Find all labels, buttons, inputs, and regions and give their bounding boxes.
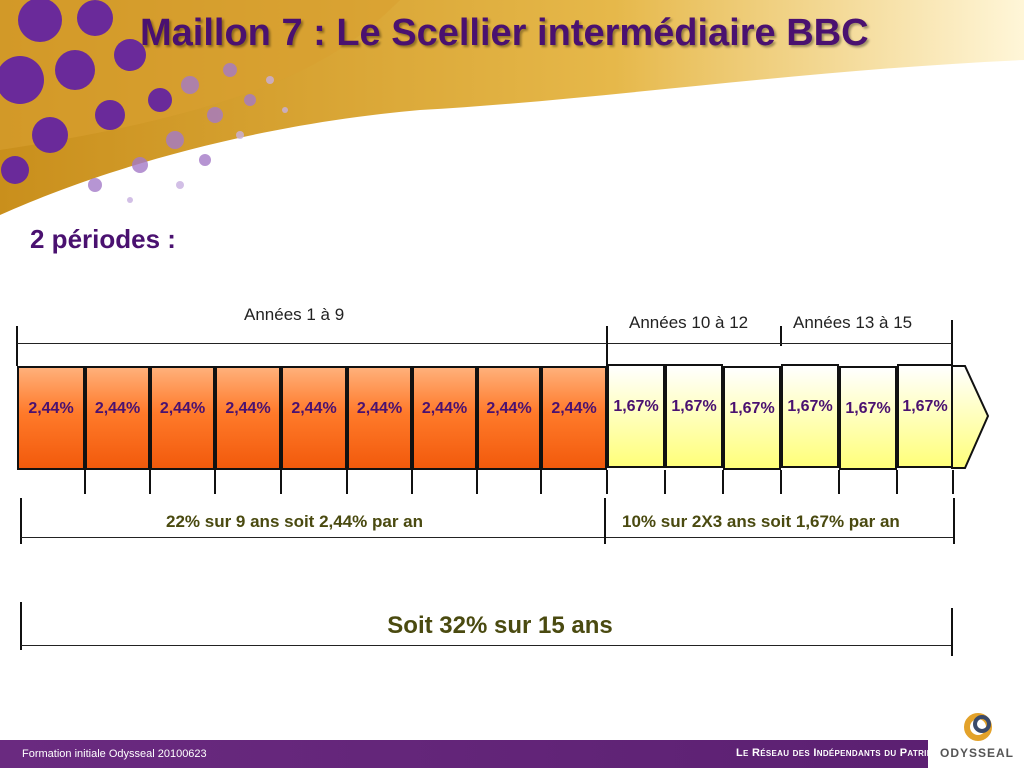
periods-heading: 2 périodes : xyxy=(30,224,176,254)
rate-box-year-9: 2,44% xyxy=(541,366,607,470)
tick xyxy=(780,470,782,494)
rate-box-year-15: 1,67% xyxy=(897,364,953,468)
summary-second-period: 10% sur 2X3 ans soit 1,67% par an xyxy=(622,512,900,531)
summary-bracket-right xyxy=(953,498,955,544)
rate-box-year-1: 2,44% xyxy=(17,366,85,470)
brand-box: ODYSSEAL xyxy=(928,740,1024,768)
slide-title: Maillon 7 : Le Scellier intermédiaire BB… xyxy=(140,12,869,54)
summary-line-2 xyxy=(606,537,953,538)
footer-tagline: Le Réseau des Indépendants du Patrimoine xyxy=(736,747,955,759)
bracket-left xyxy=(16,326,18,366)
rate-box-year-8: 2,44% xyxy=(477,366,541,470)
footer-bar: Formation initiale Odysseal 20100623 Le … xyxy=(0,740,1024,768)
total-line xyxy=(21,645,951,646)
rate-box-year-10: 1,67% xyxy=(607,364,665,468)
odysseal-logo-icon xyxy=(964,713,992,741)
tick xyxy=(664,470,666,494)
summary-line-1 xyxy=(21,537,604,538)
tick xyxy=(346,470,348,494)
summary-bracket-mid xyxy=(604,498,606,544)
timeline-arrow-head xyxy=(951,365,990,469)
tick xyxy=(280,470,282,494)
rate-box-year-3: 2,44% xyxy=(150,366,215,470)
rate-box-year-6: 2,44% xyxy=(347,366,412,470)
period-label-years-1-9: Années 1 à 9 xyxy=(244,305,345,324)
period-label-years-13-15: Années 13 à 15 xyxy=(793,313,913,332)
bracket-line-2 xyxy=(608,343,952,344)
rate-box-year-5: 2,44% xyxy=(281,366,347,470)
total-summary: Soit 32% sur 15 ans xyxy=(387,612,613,639)
period-label-years-10-12: Années 10 à 12 xyxy=(629,313,749,332)
tick xyxy=(722,470,724,494)
tick xyxy=(952,470,954,494)
tick xyxy=(214,470,216,494)
tick xyxy=(84,470,86,494)
tick xyxy=(896,470,898,494)
header-decoration xyxy=(0,0,1024,215)
bracket-line-1 xyxy=(17,343,607,344)
rate-box-year-11: 1,67% xyxy=(665,364,723,468)
footer-text: Formation initiale Odysseal 20100623 xyxy=(22,748,207,760)
tick xyxy=(540,470,542,494)
bracket-right xyxy=(951,320,953,366)
rate-box-year-4: 2,44% xyxy=(215,366,281,470)
bracket-mid xyxy=(606,326,608,366)
rate-box-year-14: 1,67% xyxy=(839,366,897,470)
tick xyxy=(411,470,413,494)
rate-box-year-7: 2,44% xyxy=(412,366,477,470)
rate-box-year-2: 2,44% xyxy=(85,366,150,470)
summary-first-period: 22% sur 9 ans soit 2,44% par an xyxy=(166,512,424,531)
summary-bracket-left xyxy=(20,498,22,544)
total-bracket-right xyxy=(951,608,953,656)
rate-box-year-13: 1,67% xyxy=(781,364,839,468)
rate-box-year-12: 1,67% xyxy=(723,366,781,470)
brand-name: ODYSSEAL xyxy=(940,746,1015,760)
tick xyxy=(476,470,478,494)
bracket-mid2 xyxy=(780,326,782,346)
tick xyxy=(606,470,608,494)
tick xyxy=(838,470,840,494)
tick xyxy=(149,470,151,494)
total-bracket-left xyxy=(20,602,22,650)
